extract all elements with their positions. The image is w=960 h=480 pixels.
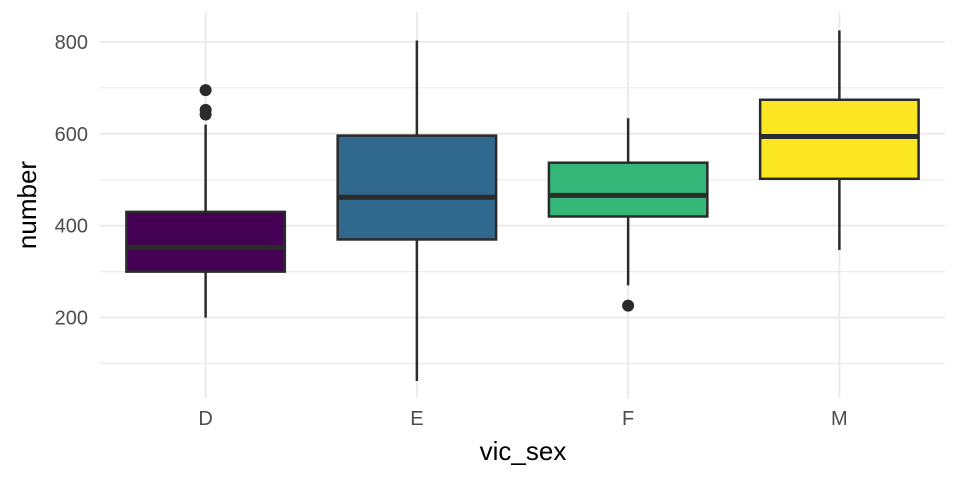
y-tick-label: 600: [55, 124, 88, 146]
box-M: [758, 30, 920, 251]
x-axis-title: vic_sex: [480, 436, 567, 466]
y-axis-title: number: [12, 161, 42, 249]
boxes: [125, 30, 920, 381]
outlier-point: [622, 299, 635, 312]
iqr-box: [547, 161, 709, 218]
box-F: [547, 118, 709, 312]
iqr-box: [336, 134, 498, 241]
y-tick-label: 800: [55, 32, 88, 54]
box-D: [125, 84, 287, 318]
outlier-point: [199, 103, 212, 116]
x-tick-label: D: [198, 408, 212, 430]
grid-lines: [100, 12, 945, 398]
box-E: [336, 40, 498, 381]
outlier-point: [199, 84, 212, 97]
iqr-box: [125, 210, 287, 273]
x-tick-label: E: [410, 408, 423, 430]
x-tick-label: M: [831, 408, 848, 430]
iqr-box: [758, 98, 920, 181]
y-tick-label: 200: [55, 308, 88, 330]
y-tick-label: 400: [55, 216, 88, 238]
x-tick-label: F: [622, 408, 634, 430]
tick-labels: 200 400 600 800 D E F M: [55, 32, 848, 430]
